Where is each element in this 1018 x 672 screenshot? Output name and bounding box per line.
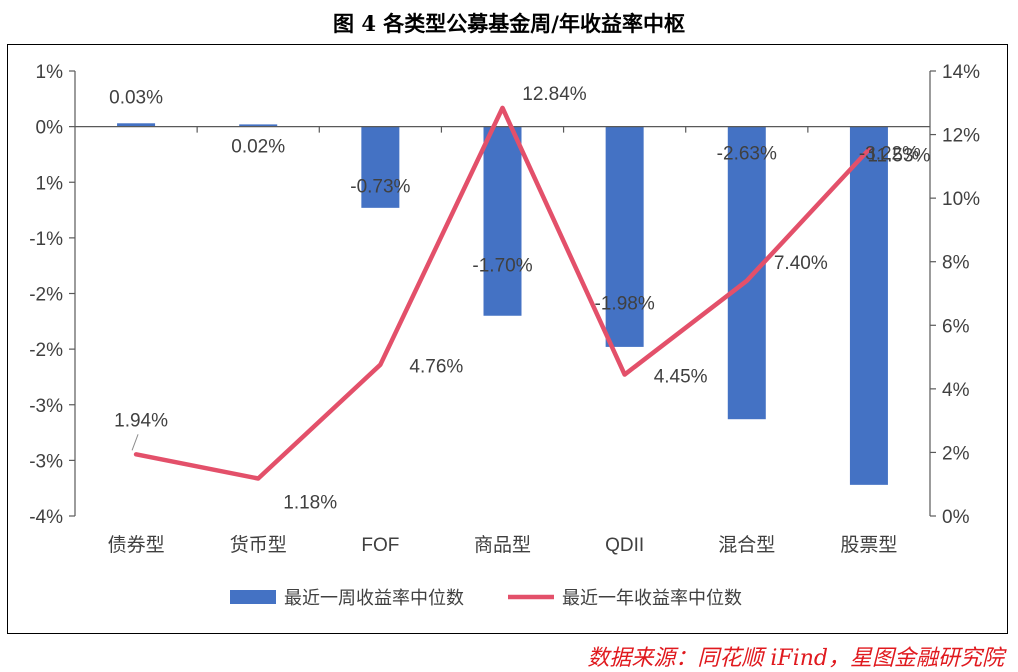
legend: 最近一周收益率中位数 最近一年收益率中位数 bbox=[230, 588, 742, 608]
right-tick-label: 0% bbox=[942, 507, 970, 528]
left-tick-label: -1% bbox=[29, 229, 63, 250]
legend-line-label: 最近一年收益率中位数 bbox=[562, 588, 742, 608]
chart-frame bbox=[7, 44, 1008, 634]
right-tick-label: 2% bbox=[942, 443, 970, 464]
source-note: 数据来源：同花顺 iFind，星图金融研究院 bbox=[587, 646, 1004, 671]
right-axis: 14% 12% 10% 8% 6% 4% 2% 0% bbox=[929, 62, 980, 528]
left-tick-label: -3% bbox=[29, 396, 63, 417]
bar bbox=[239, 124, 278, 127]
left-tick-label: -3% bbox=[29, 451, 63, 472]
left-tick-label: 1% bbox=[36, 173, 64, 194]
line-series bbox=[133, 105, 872, 481]
right-tick-label: 12% bbox=[942, 126, 980, 147]
legend-bar-swatch bbox=[230, 590, 276, 604]
category-axis: 债券型 货币型 FOF 商品型 QDII 混合型 股票型 bbox=[108, 534, 898, 556]
bar-data-label: 0.02% bbox=[231, 136, 285, 157]
bar bbox=[361, 126, 400, 208]
right-tick-label: 6% bbox=[942, 316, 970, 337]
line-data-label: 11.53% bbox=[867, 146, 930, 167]
chart-title: 图 4 各类型公募基金周/年收益率中枢 bbox=[333, 11, 685, 36]
bar bbox=[483, 126, 522, 316]
left-tick-label: -2% bbox=[29, 340, 63, 361]
right-tick-label: 14% bbox=[942, 62, 980, 83]
category-label: 股票型 bbox=[840, 534, 897, 556]
line-data-label: 12.84% bbox=[522, 84, 587, 105]
right-tick-label: 10% bbox=[942, 189, 980, 210]
left-axis: 1% 0% 1% -1% -2% -2% -3% -3% -4% bbox=[29, 62, 76, 528]
right-tick-label: 4% bbox=[942, 380, 970, 401]
category-label: FOF bbox=[361, 535, 399, 556]
line-data-label: 4.45% bbox=[654, 367, 708, 388]
bar bbox=[849, 126, 888, 485]
bar bbox=[605, 126, 644, 347]
category-label: 商品型 bbox=[474, 534, 531, 556]
left-tick-label: -2% bbox=[29, 285, 63, 306]
bar-data-label: -2.63% bbox=[717, 144, 777, 165]
category-label: QDII bbox=[605, 535, 644, 556]
line-data-label: 1.18% bbox=[283, 492, 337, 513]
left-tick-label: -4% bbox=[29, 507, 63, 528]
bar bbox=[117, 123, 156, 127]
data-labels: 0.03% 0.02% -0.73% -1.70% -1.98% -2.63% -3.22%… bbox=[109, 84, 930, 514]
legend-bar-label: 最近一周收益率中位数 bbox=[284, 588, 464, 608]
category-label: 货币型 bbox=[230, 534, 287, 556]
bar-data-label: 0.03% bbox=[109, 87, 163, 108]
bar-data-label: -1.70% bbox=[472, 256, 532, 277]
left-tick-label: 1% bbox=[36, 62, 64, 83]
bar bbox=[727, 126, 766, 420]
line-data-label: 4.76% bbox=[409, 357, 463, 378]
bar-series bbox=[117, 123, 888, 485]
left-tick-label: 0% bbox=[36, 118, 64, 139]
line-data-label: 7.40% bbox=[774, 253, 828, 274]
category-label: 混合型 bbox=[718, 534, 775, 556]
line-data-label: 1.94% bbox=[114, 410, 168, 431]
bar-data-label: -0.73% bbox=[350, 177, 410, 198]
combo-chart: 1% 0% 1% -1% -2% -2% -3% -3% -4% 14% 12% 10% 8% 6% 4%… bbox=[29, 62, 980, 608]
zero-baseline bbox=[75, 126, 930, 133]
bar-data-label: -1.98% bbox=[595, 294, 655, 315]
right-tick-label: 8% bbox=[942, 253, 970, 274]
line-path bbox=[133, 105, 872, 481]
bar-data-label: -3.22% bbox=[859, 144, 919, 165]
category-label: 债券型 bbox=[108, 534, 165, 556]
